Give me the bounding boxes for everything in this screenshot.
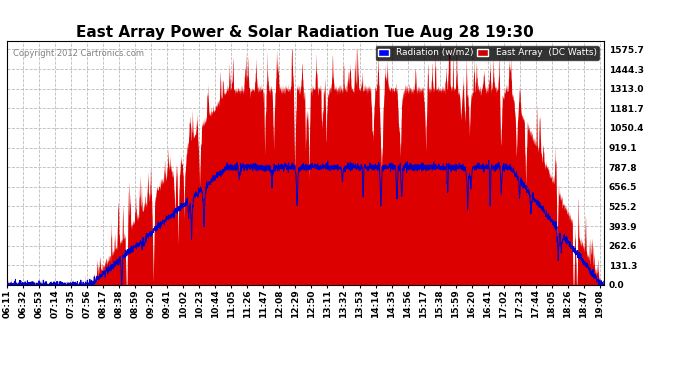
Legend: Radiation (w/m2), East Array  (DC Watts): Radiation (w/m2), East Array (DC Watts) (375, 46, 599, 60)
Text: Copyright 2012 Cartronics.com: Copyright 2012 Cartronics.com (13, 49, 144, 58)
Title: East Array Power & Solar Radiation Tue Aug 28 19:30: East Array Power & Solar Radiation Tue A… (77, 25, 534, 40)
